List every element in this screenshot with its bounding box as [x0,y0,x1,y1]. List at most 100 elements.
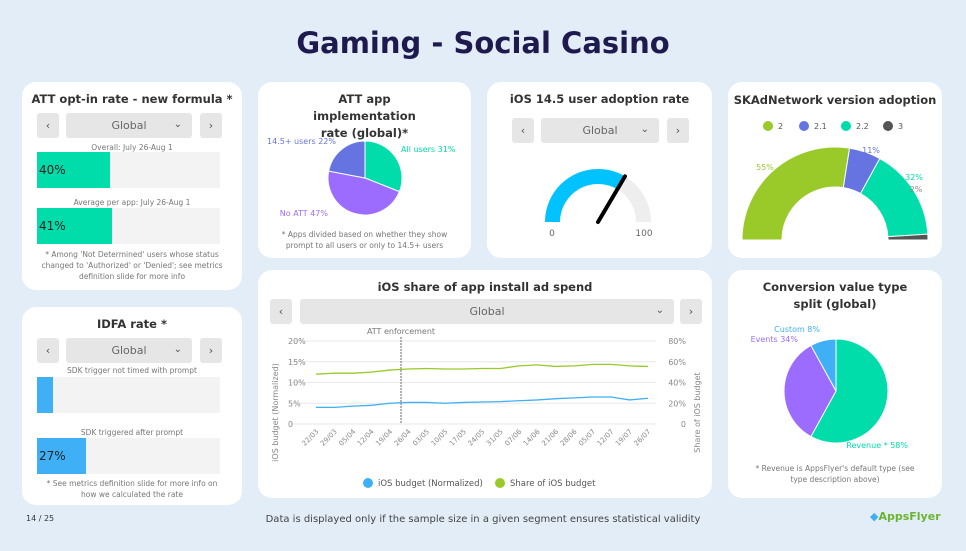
segment-dropdown[interactable]: Global ⌄ [66,338,192,363]
cv-card: Conversion value type split (global) Rev… [728,270,942,498]
y2-tick: 80% [668,337,686,346]
legend-swatch [763,121,773,131]
pie-slice [328,140,366,179]
card-title: Conversion value type split (global) [762,280,908,311]
gauge-needle [596,174,627,224]
appsflyer-logo: ◆AppsFlyer [870,510,941,523]
segment-label: 32% [905,173,923,182]
legend-label: 2.2 [856,122,869,131]
x-tick: 29/03 [319,428,339,448]
x-tick: 28/06 [559,427,579,447]
next-button[interactable]: › [667,118,689,143]
card-title: IDFA rate * [96,317,167,331]
prev-button[interactable]: ‹ [512,118,534,143]
after-value: 27% [39,449,66,463]
slice-label: No ATT 47% [280,209,329,218]
slice-label: 14.5+ users 22% [267,137,336,146]
y-tick: 20% [288,337,306,346]
legend-swatch [883,121,893,131]
segment-label: 11% [862,146,880,155]
x-tick: 05/04 [337,427,357,447]
segment-value: Global [582,124,618,137]
att-impl-pie: All users 31% No ATT 47% 14.5+ users 22% [267,137,456,218]
att-optin-card: ATT opt-in rate - new formula * ‹ Global… [22,82,242,290]
prev-button[interactable]: ‹ [37,113,59,138]
overall-label: Overall: July 26-Aug 1 [91,143,173,152]
x-tick: 19/07 [614,428,634,448]
chevron-down-icon: ⌄ [173,344,182,355]
y-axis-label: iOS budget (Normalized) [271,363,280,462]
slice-label: All users 31% [401,145,456,154]
x-tick: 03/05 [411,428,431,448]
prev-button[interactable]: ‹ [37,338,59,363]
card-title: ATT app implementation rate (global)* [313,92,416,140]
donut-segment [741,146,851,241]
slice-label: Events 34% [751,335,799,344]
x-tick: 05/07 [577,428,597,448]
x-tick: 12/07 [596,428,616,448]
segment-dropdown[interactable]: Global ⌄ [66,113,192,138]
chevron-down-icon: ⌄ [640,124,649,135]
donut-segment [887,233,929,241]
pie-slice [327,170,401,216]
page-number: 14 / 25 [26,514,55,523]
footnote: * Among 'Not Determined' users whose sta… [41,250,223,281]
x-tick: 10/05 [430,428,450,448]
x-tick: 31/05 [485,428,505,448]
x-tick: 21/06 [540,427,560,447]
footnote: * Apps divided based on whether they sho… [281,230,448,250]
cv-pie: Revenue * 58% Events 34%Custom 8% [751,325,909,450]
series-line [315,363,649,375]
legend-swatch [495,478,505,488]
x-tick: 17/05 [448,428,468,448]
card-title: iOS share of app install ad spend [377,280,593,294]
next-button[interactable]: › [680,299,702,324]
avg-bar: 41% [37,208,220,244]
avg-label: Average per app: July 26-Aug 1 [73,198,191,207]
segment-dropdown[interactable]: Global ⌄ [541,118,659,143]
prev-button[interactable]: ‹ [270,299,292,324]
y-tick: 5% [288,399,301,408]
chevron-down-icon: ⌄ [655,305,664,316]
x-tick: 14/06 [522,427,542,447]
footnote: * Revenue is AppsFlyer's default type (s… [755,464,915,484]
y2-tick: 0 [681,420,686,429]
card-title: SKAdNetwork version adoption [733,93,937,107]
footnote: * See metrics definition slide for more … [46,479,218,499]
legend-label: iOS budget (Normalized) [378,479,483,489]
x-tick: 12/04 [356,427,376,447]
y-tick: 10% [288,379,306,388]
y2-tick: 40% [668,379,686,388]
legend-label: 2.1 [814,122,827,131]
after-label: SDK triggered after prompt [80,428,184,437]
pie-slice [810,338,889,444]
segment-value: Global [111,119,147,132]
y2-tick: 60% [668,358,686,367]
legend-swatch [841,121,851,131]
x-tick: 19/04 [374,427,394,447]
ios145-card: iOS 14.5 user adoption rate ‹ Global ⌄ › … [487,82,712,258]
x-tick: 24/05 [466,428,486,448]
legend-swatch [799,121,809,131]
overall-bar: 40% [37,152,220,188]
line-chart: 0 0 5% 20% 10% 40% 15% 60% 20% 80% iOS budget (Nor… [271,327,702,489]
skan-card: SKAdNetwork version adoption 2 2.1 2.2 3 55%… [728,82,942,258]
adoption-gauge: 0 100 [545,169,653,239]
idfa-card: IDFA rate * ‹ Global ⌄ › SDK trigger not … [22,307,242,505]
gauge-min: 0 [549,229,555,239]
y2-tick: 20% [668,399,686,408]
next-button[interactable]: › [200,113,222,138]
segment-value: Global [469,305,505,318]
series-line [316,396,649,409]
x-tick: 22/03 [300,428,320,448]
slice-label: Revenue * 58% [846,441,908,450]
next-button[interactable]: › [200,338,222,363]
gauge-max: 100 [635,229,652,239]
segment-dropdown[interactable]: Global ⌄ [300,299,674,324]
legend-label: 3 [898,122,903,131]
overall-value: 40% [39,163,66,177]
card-title: ATT opt-in rate - new formula * [31,92,233,106]
ios-share-card: iOS share of app install ad spend ‹ Glob… [258,270,712,498]
card-title: iOS 14.5 user adoption rate [509,92,690,106]
after-bar: 27% [37,438,220,474]
